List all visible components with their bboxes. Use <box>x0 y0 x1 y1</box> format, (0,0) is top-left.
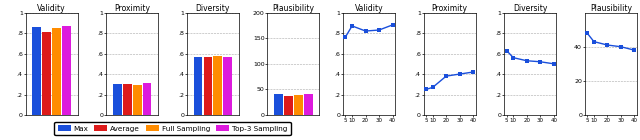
Bar <box>304 94 313 115</box>
Title: Proximity: Proximity <box>431 4 468 12</box>
Bar <box>33 27 41 115</box>
Bar <box>52 28 61 115</box>
Bar <box>274 94 283 115</box>
Title: Diversity: Diversity <box>513 4 547 12</box>
Bar <box>62 26 71 115</box>
Bar <box>294 94 303 115</box>
Bar <box>133 85 141 115</box>
Bar <box>284 96 293 115</box>
Legend: Max, Average, Full Sampling, Top-3 Sampling: Max, Average, Full Sampling, Top-3 Sampl… <box>54 122 291 135</box>
Bar <box>42 32 51 115</box>
Bar <box>143 83 152 115</box>
Bar <box>123 84 132 115</box>
Title: Plausibility: Plausibility <box>273 4 314 12</box>
Bar <box>113 84 122 115</box>
Title: Plausibility: Plausibility <box>590 4 632 12</box>
Title: Diversity: Diversity <box>196 4 230 12</box>
Bar <box>223 57 232 115</box>
Bar <box>213 56 222 115</box>
Title: Proximity: Proximity <box>114 4 150 12</box>
Bar <box>194 57 202 115</box>
Title: Validity: Validity <box>37 4 66 12</box>
Bar <box>204 57 212 115</box>
Title: Validity: Validity <box>355 4 383 12</box>
